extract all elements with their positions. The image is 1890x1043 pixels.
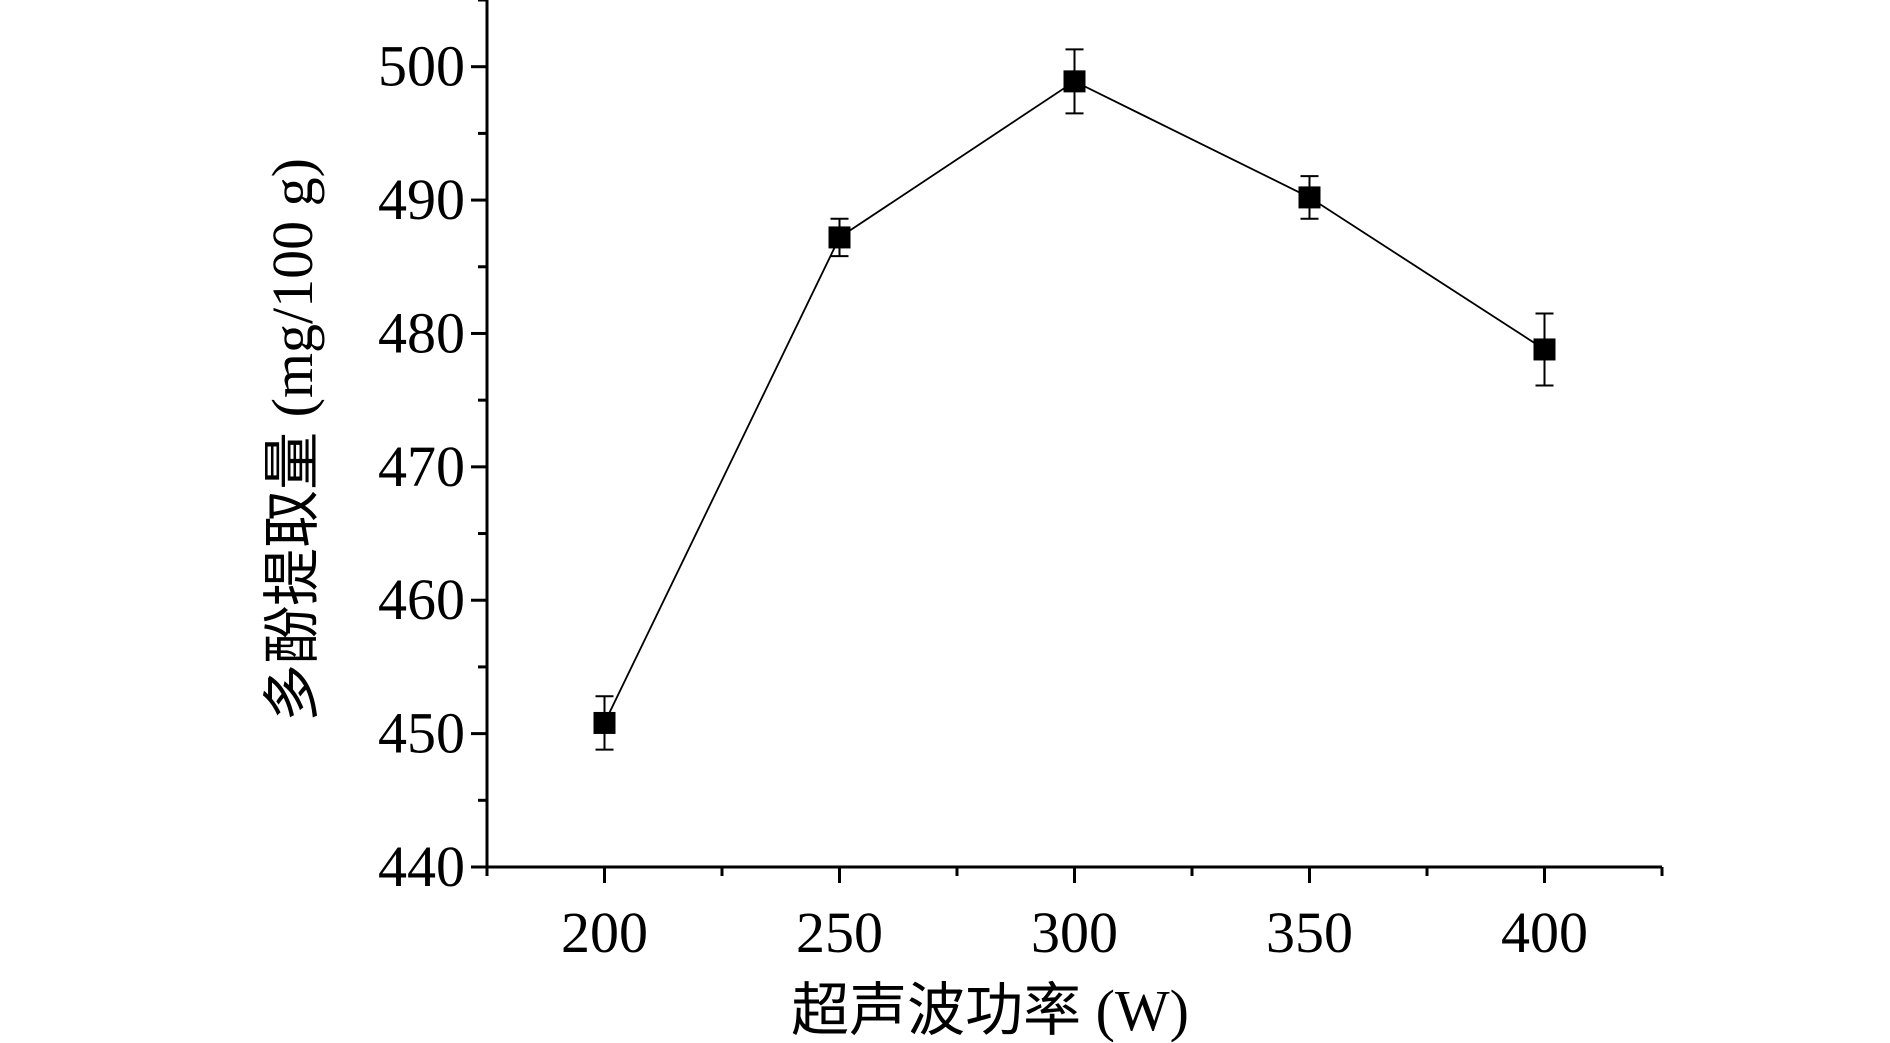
axes	[485, 0, 1662, 869]
data-point	[1063, 70, 1086, 93]
series	[593, 48, 1556, 751]
y-tick-label: 500	[378, 34, 465, 99]
data-point	[1298, 186, 1321, 209]
x-tick-label: 350	[1266, 900, 1353, 965]
x-tick-label: 400	[1501, 900, 1588, 965]
x-tick-label: 300	[1031, 900, 1118, 965]
y-tick-label: 490	[378, 167, 465, 232]
y-tick-label: 470	[378, 434, 465, 499]
series-line	[603, 80, 1545, 724]
y-tick-label: 460	[378, 567, 465, 632]
x-tick-label: 250	[796, 900, 883, 965]
y-tick-label: 450	[378, 701, 465, 766]
data-point	[828, 226, 851, 249]
y-axis-title: 多酚提取量 (mg/100 g)	[260, 158, 325, 722]
x-tick-label: 200	[561, 900, 648, 965]
data-point	[1533, 338, 1556, 361]
x-axis-title: 超声波功率 (W)	[791, 978, 1189, 1043]
y-tick-label: 480	[378, 300, 465, 365]
data-point	[593, 711, 616, 734]
y-tick-label: 440	[378, 834, 465, 899]
ticks: 440 450 460 470 480 490 500 200 250 300 350 400	[378, 0, 1664, 965]
